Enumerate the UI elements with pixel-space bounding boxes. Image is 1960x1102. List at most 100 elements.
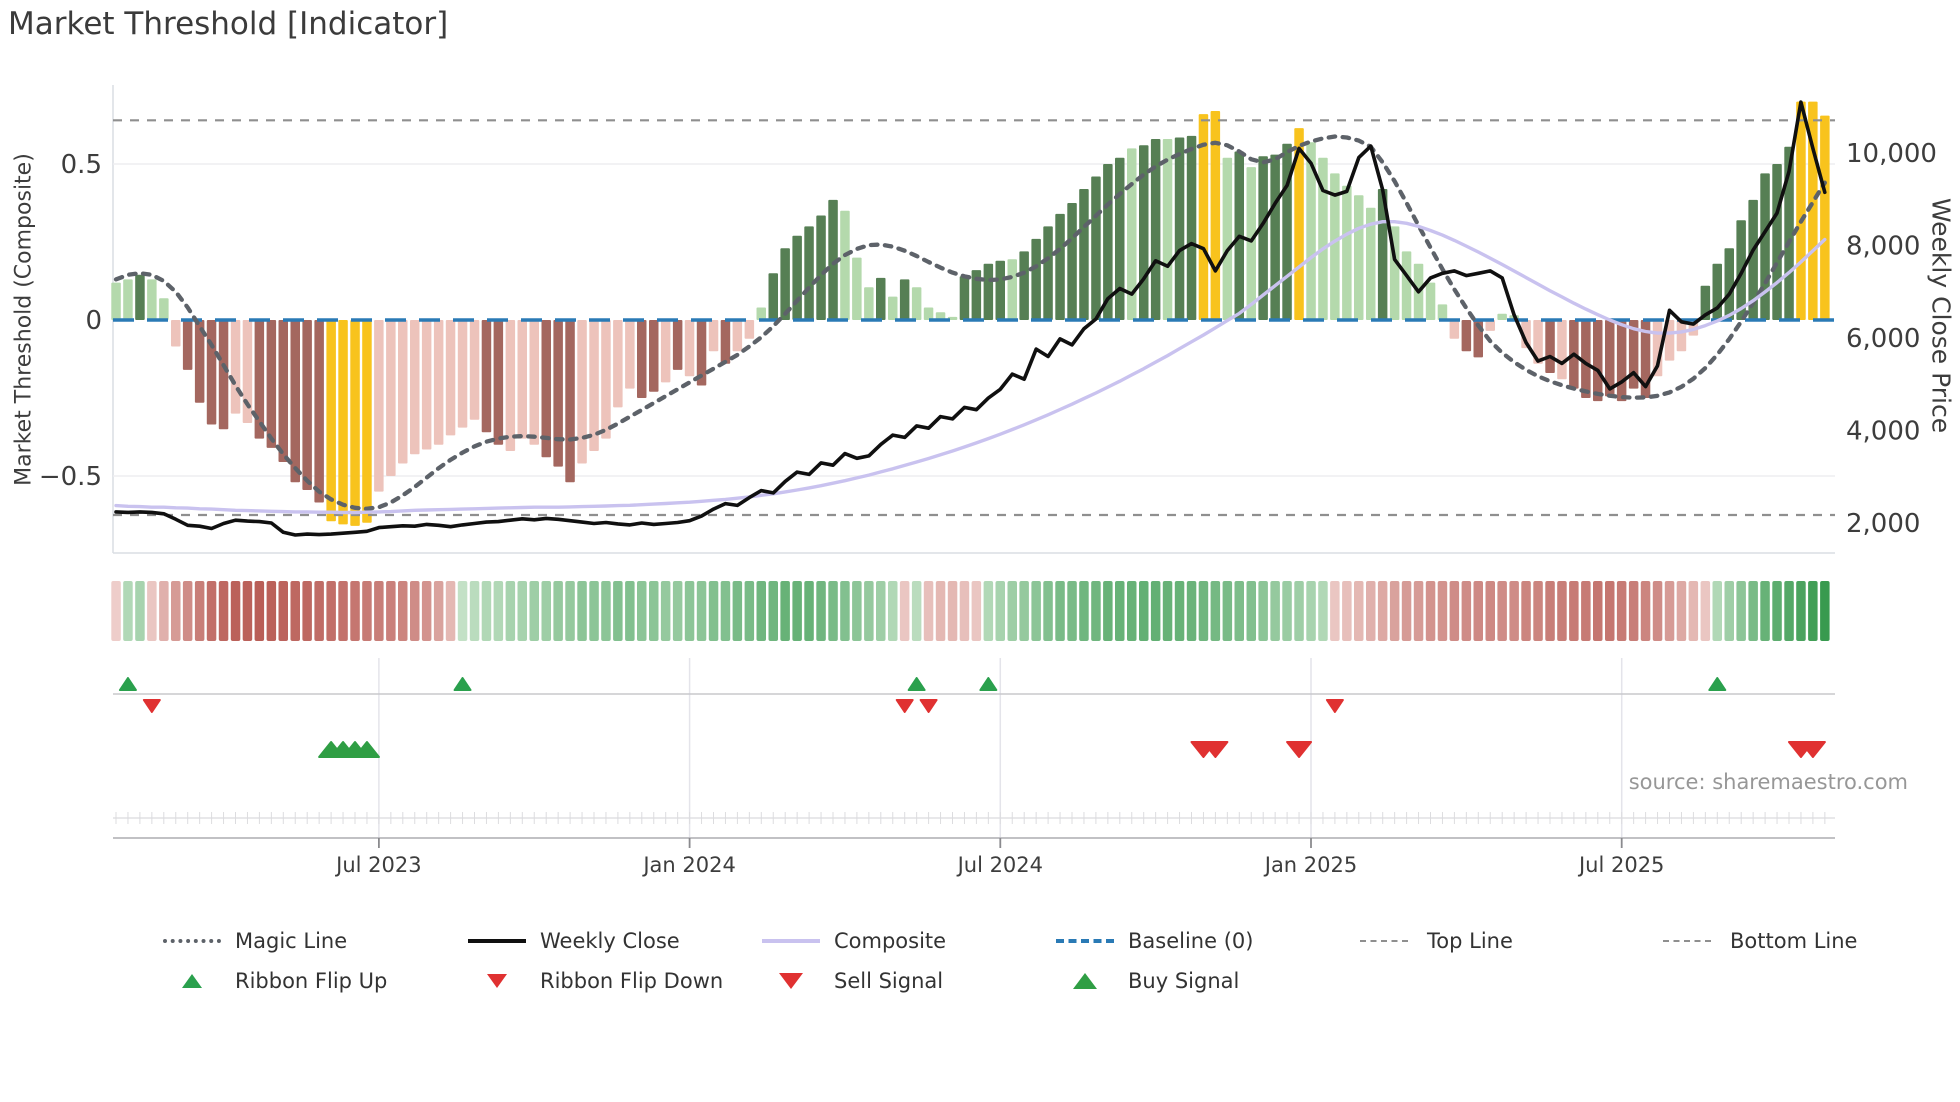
ribbon-cell bbox=[1605, 581, 1615, 641]
threshold-bar bbox=[672, 320, 683, 370]
legend-ribbon-flip-up: Ribbon Flip Up bbox=[163, 966, 387, 996]
threshold-bar bbox=[804, 226, 814, 320]
threshold-bar bbox=[899, 279, 910, 320]
magic-line-swatch bbox=[163, 939, 221, 943]
y-axis-tick-right: 10,000 bbox=[1846, 139, 1937, 169]
threshold-bar bbox=[326, 320, 336, 522]
threshold-bar bbox=[1270, 154, 1280, 320]
legend-top-line: Top Line bbox=[1355, 926, 1513, 956]
threshold-bar bbox=[1342, 185, 1352, 320]
ribbon-cell bbox=[684, 581, 695, 641]
ribbon-cell bbox=[1127, 581, 1137, 641]
threshold-bar bbox=[708, 320, 719, 352]
threshold-bar bbox=[111, 282, 121, 320]
ribbon-cell bbox=[1425, 581, 1436, 641]
threshold-bar bbox=[266, 320, 277, 448]
threshold-bar bbox=[1354, 195, 1364, 320]
threshold-bar bbox=[1461, 320, 1472, 352]
ribbon-cell bbox=[1808, 581, 1818, 641]
ribbon-cell bbox=[182, 581, 193, 641]
legend-label: Ribbon Flip Down bbox=[540, 969, 724, 993]
ribbon-cell bbox=[326, 581, 336, 641]
threshold-bar bbox=[1091, 176, 1101, 320]
threshold-bar bbox=[410, 320, 420, 455]
ribbon-cell bbox=[1377, 581, 1388, 641]
ribbon-cell bbox=[649, 581, 659, 641]
threshold-bar bbox=[1640, 320, 1651, 398]
threshold-bar bbox=[565, 320, 575, 483]
ribbon-cell bbox=[1485, 581, 1495, 641]
ribbon-cell bbox=[876, 581, 886, 641]
ribbon-cell bbox=[840, 581, 850, 641]
threshold-bar bbox=[1748, 199, 1758, 320]
threshold-bar bbox=[1401, 251, 1412, 320]
legend-label: Weekly Close bbox=[540, 929, 680, 953]
ribbon-cell bbox=[1616, 581, 1627, 641]
threshold-bar bbox=[1772, 164, 1782, 320]
buy-signal-marker bbox=[353, 741, 380, 758]
ribbon-cell bbox=[1103, 581, 1113, 641]
ribbon-cell bbox=[1139, 581, 1149, 641]
ribbon-cell bbox=[565, 581, 575, 641]
ribbon-cell bbox=[1318, 581, 1328, 641]
threshold-bar bbox=[983, 263, 994, 320]
ribbon-cell bbox=[457, 581, 468, 641]
ribbon-cell bbox=[971, 581, 982, 641]
threshold-bar bbox=[947, 316, 958, 320]
ribbon-cell bbox=[123, 581, 133, 641]
ribbon-cell bbox=[1294, 581, 1304, 641]
source-attribution: source: sharemaestro.com bbox=[1628, 770, 1908, 794]
ribbon-cell bbox=[804, 581, 814, 641]
ribbon-cell bbox=[1497, 581, 1507, 641]
threshold-bar bbox=[1067, 203, 1077, 320]
ribbon-cell bbox=[744, 581, 755, 641]
ribbon-cell bbox=[1413, 581, 1424, 641]
legend-label: Buy Signal bbox=[1128, 969, 1240, 993]
threshold-bar bbox=[601, 320, 611, 439]
sell-signal-marker bbox=[1202, 741, 1229, 758]
threshold-bar bbox=[911, 287, 922, 320]
ribbon-cell bbox=[1043, 581, 1053, 641]
threshold-bar bbox=[1557, 320, 1567, 380]
threshold-bar bbox=[1174, 137, 1185, 320]
threshold-bar bbox=[445, 320, 456, 436]
sell-signal-marker bbox=[1286, 741, 1313, 758]
threshold-bar bbox=[147, 279, 157, 320]
threshold-bar bbox=[1425, 282, 1436, 320]
magic-line bbox=[113, 134, 1827, 511]
ribbon-cell bbox=[1270, 581, 1280, 641]
threshold-bar bbox=[194, 320, 205, 403]
threshold-bar bbox=[1497, 313, 1507, 320]
ribbon-cell bbox=[481, 581, 492, 641]
ribbon-cell bbox=[1521, 581, 1531, 641]
ribbon-flip-down-marker bbox=[142, 699, 161, 713]
threshold-bar bbox=[816, 215, 826, 320]
ribbon-cell bbox=[577, 581, 587, 641]
ribbon-cell bbox=[493, 581, 504, 641]
bottom-line-swatch bbox=[1663, 940, 1711, 942]
ribbon-cell bbox=[386, 581, 396, 641]
threshold-bar bbox=[1031, 238, 1041, 320]
ribbon-cell bbox=[625, 581, 635, 641]
ribbon-cell bbox=[1330, 581, 1340, 641]
threshold-bar bbox=[637, 320, 647, 398]
threshold-bar bbox=[433, 320, 444, 445]
threshold-bar bbox=[923, 307, 934, 320]
threshold-bar bbox=[302, 320, 312, 490]
ribbon-flip-down-marker bbox=[1325, 699, 1344, 713]
threshold-bar bbox=[1628, 320, 1639, 389]
threshold-bar bbox=[1222, 157, 1233, 320]
ribbon-flip-up-marker bbox=[1708, 677, 1727, 691]
threshold-bar bbox=[649, 320, 659, 392]
legend-label: Sell Signal bbox=[834, 969, 944, 993]
threshold-bar bbox=[1246, 167, 1256, 320]
ribbon-cell bbox=[660, 581, 671, 641]
ribbon-cell bbox=[888, 581, 898, 641]
ribbon-cell bbox=[505, 581, 516, 641]
right-axis-title: Weekly Close Price bbox=[1926, 197, 1956, 434]
buy-triangle-icon bbox=[1073, 973, 1097, 989]
ribbon-cell bbox=[1736, 581, 1746, 641]
ribbon-cell bbox=[828, 581, 838, 641]
threshold-bar bbox=[792, 235, 802, 320]
ribbon-cell bbox=[135, 581, 145, 641]
